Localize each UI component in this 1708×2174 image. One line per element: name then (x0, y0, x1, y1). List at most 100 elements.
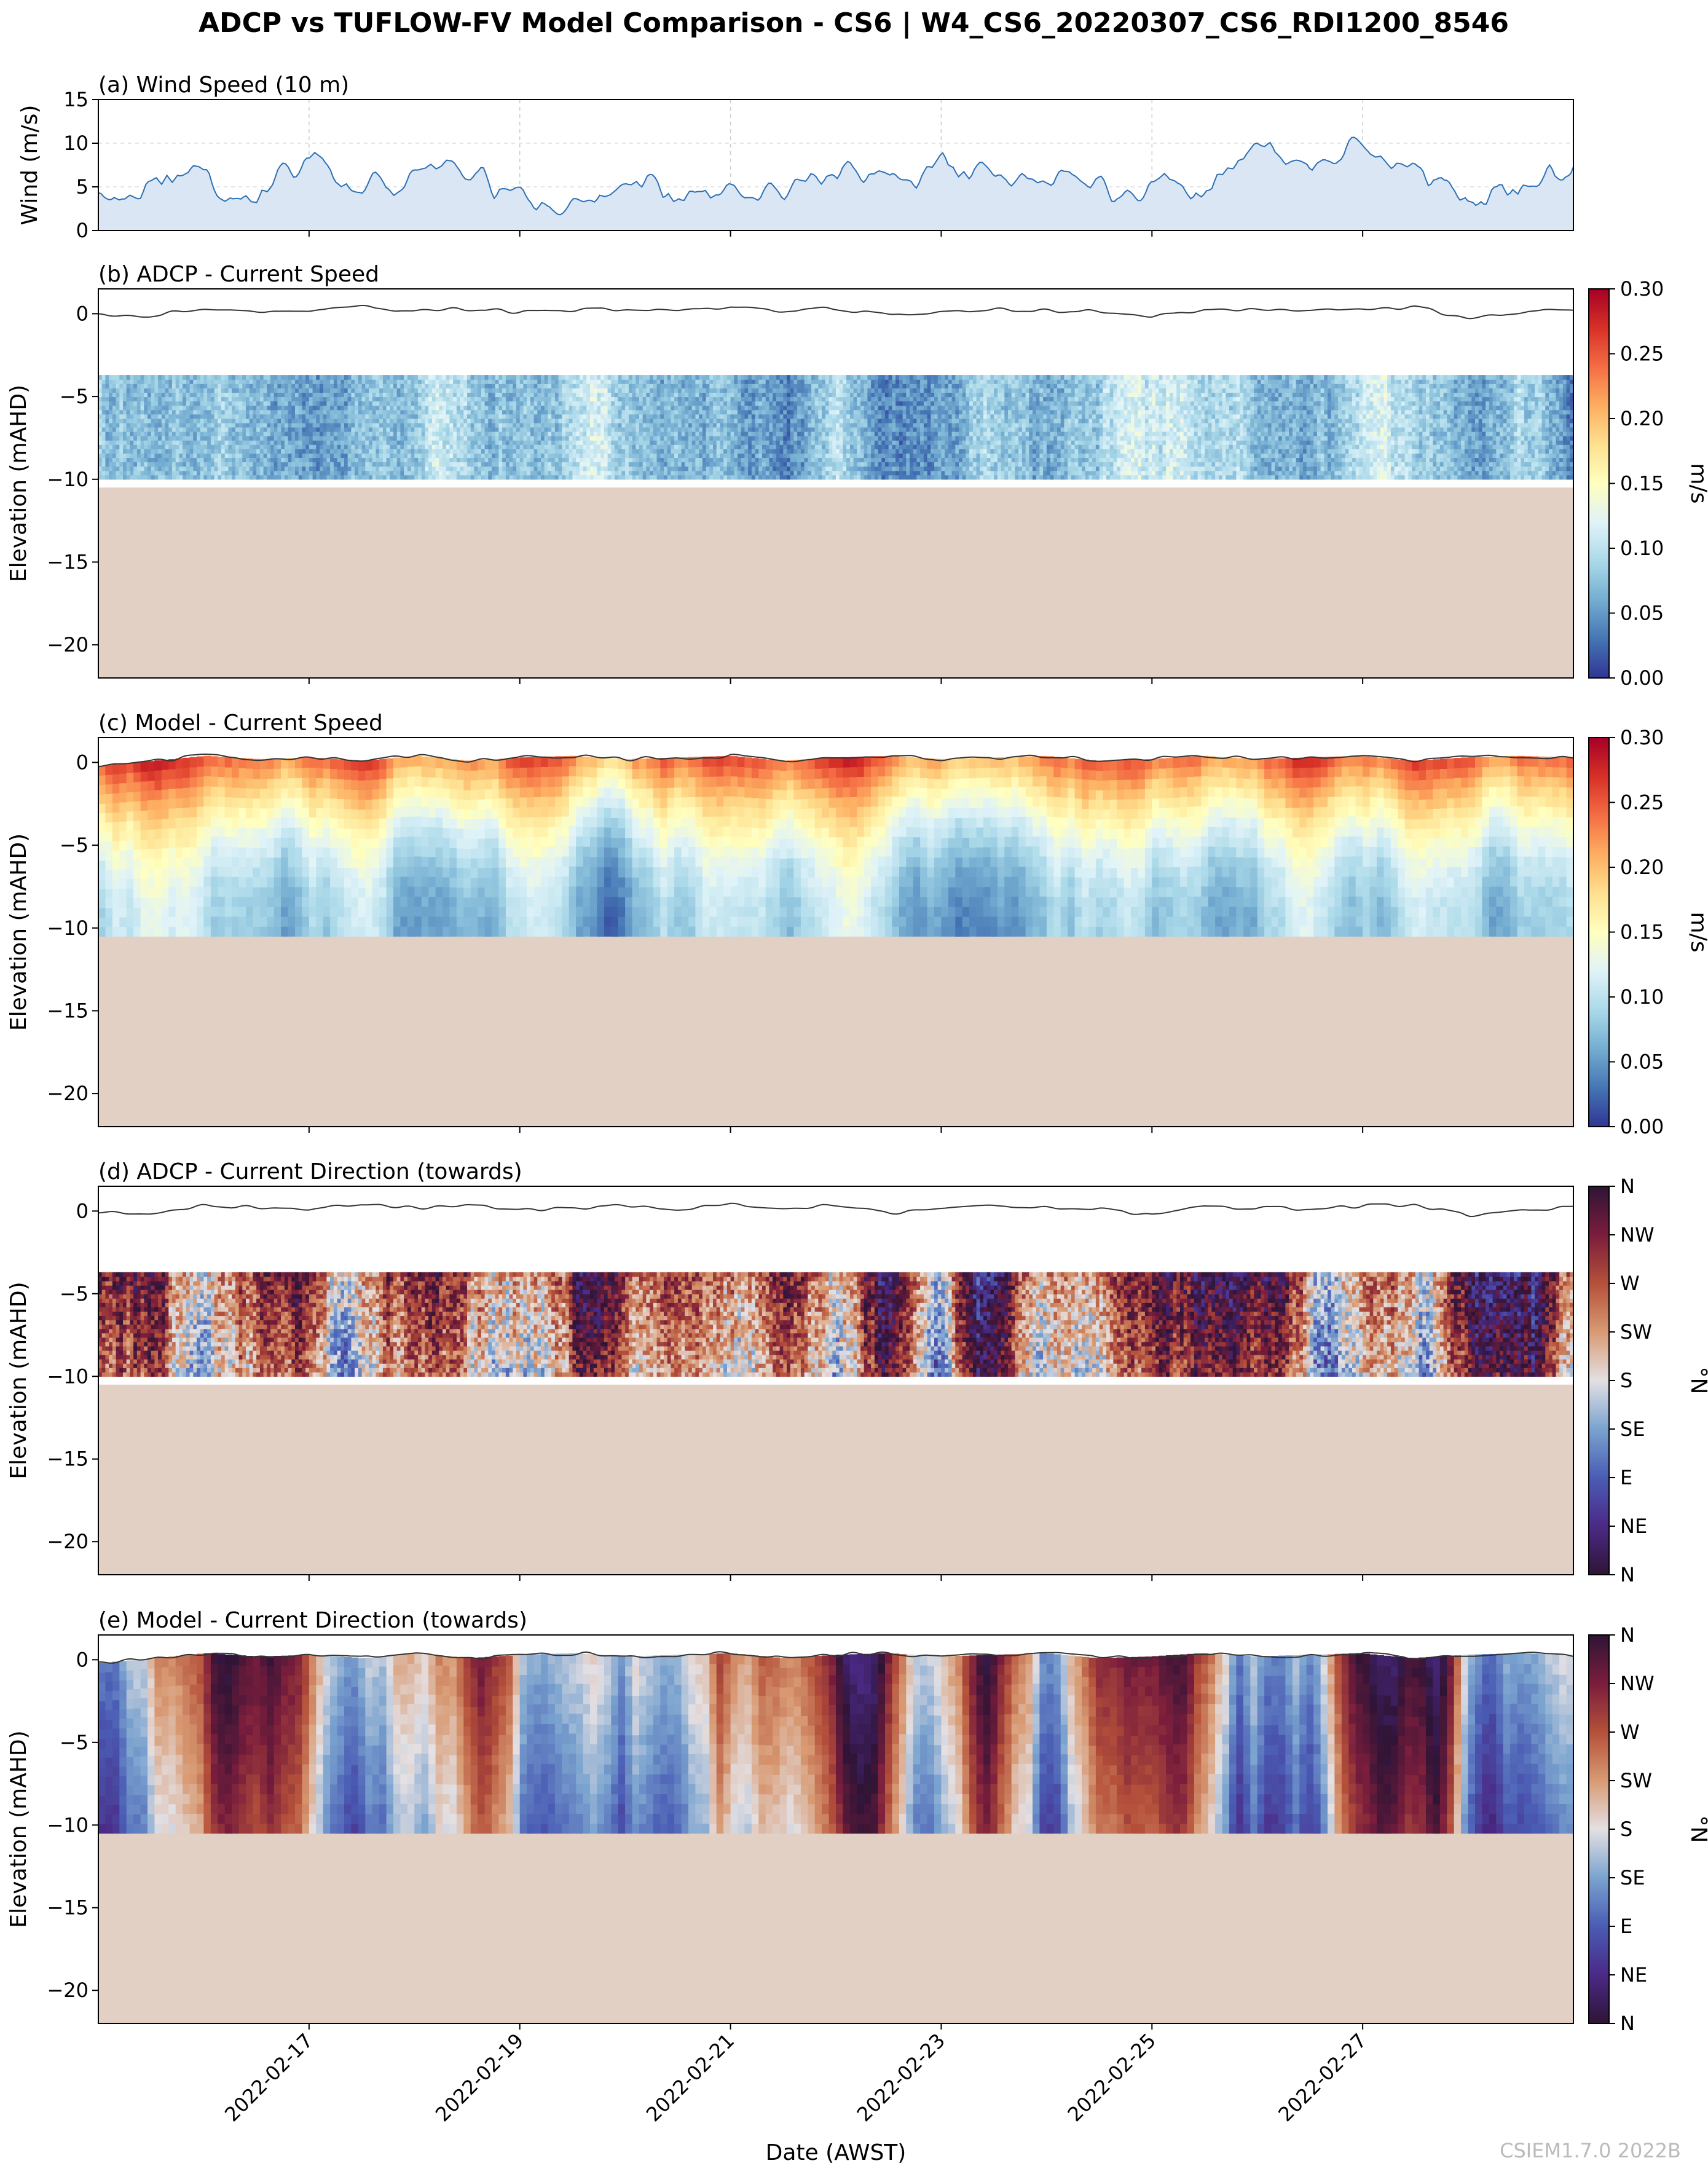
colorbar-tick-label: NE (1620, 1963, 1647, 1987)
x-tick-label: 2022-02-21 (642, 2029, 739, 2126)
plot-area-a (98, 100, 1573, 230)
y-tick-label: −5 (60, 833, 89, 857)
colorbar-tick-label: N (1620, 1623, 1635, 1647)
colorbar-tick-label: SE (1620, 1866, 1645, 1889)
axes-frame-e (98, 1634, 1574, 2024)
plot-area-c (98, 753, 1573, 1127)
colorbar-gradient (1588, 1186, 1610, 1575)
x-tick-label: 2022-02-27 (1273, 2029, 1371, 2126)
y-tick-label: −20 (47, 1082, 89, 1105)
x-axis-label: Date (AWST) (766, 2140, 907, 2165)
y-axis-label-e: Elevation (mAHD) (6, 1730, 31, 1928)
y-tick-label: 0 (76, 302, 89, 325)
colorbar-tick-label: SE (1620, 1417, 1645, 1441)
y-tick-label: 0 (76, 1199, 89, 1223)
colorbar-tick-label: S (1620, 1818, 1632, 1841)
water-surface-line (98, 1202, 1573, 1218)
colorbar-tick-label: SW (1620, 1769, 1652, 1792)
y-tick-label: 10 (63, 132, 89, 155)
seabed (98, 936, 1573, 1127)
subplot-title-e: (e) Model - Current Direction (towards) (98, 1608, 527, 1633)
colorbar-label: m/s (1686, 912, 1708, 953)
colorbar-gradient (1588, 1634, 1610, 2024)
colorbar-tick-label: 0.05 (1620, 1050, 1664, 1074)
subplot-title-c: (c) Model - Current Speed (98, 711, 383, 736)
colorbar-tick-label: 0.20 (1620, 407, 1664, 430)
water-surface-line (98, 753, 1573, 768)
colorbar-tick-label: E (1620, 1915, 1632, 1938)
y-tick-label: −10 (47, 916, 89, 940)
x-tick-label: 2022-02-23 (852, 2029, 950, 2126)
colorbar-tick-label: NE (1620, 1514, 1647, 1538)
colorbar-tick-label: 0.15 (1620, 921, 1664, 944)
panels: (a) Wind Speed (10 m) Wind (m/s) 0 5 10 15 (b)… (6, 73, 1708, 2035)
colorbar-tick-label: S (1620, 1369, 1632, 1392)
y-axis-label-c: Elevation (mAHD) (6, 833, 31, 1031)
plot-area-b (98, 305, 1573, 678)
plot-area-d (98, 1202, 1573, 1575)
colorbar-label: °N (1686, 1367, 1708, 1395)
seabed (98, 487, 1573, 678)
y-tick-label: −10 (47, 1365, 89, 1388)
seabed (98, 1384, 1573, 1575)
colorbar-tick-label: 0.00 (1620, 1115, 1664, 1138)
colorbar-tick-label: 0.30 (1620, 726, 1664, 749)
axes-frame-a (98, 99, 1574, 231)
colorbar-tick-label: N (1620, 2012, 1635, 2035)
y-tick-label: −15 (47, 1447, 89, 1471)
colorbar-label: m/s (1686, 463, 1708, 504)
wind-area (98, 137, 1573, 230)
colorbar-tick-label: W (1620, 1720, 1640, 1744)
heatmap-b (98, 375, 1573, 480)
y-axis-label-d: Elevation (mAHD) (6, 1282, 31, 1479)
y-tick-label: −10 (47, 1813, 89, 1837)
y-tick-label: −20 (47, 1979, 89, 2002)
colorbar-tick-label: 0.15 (1620, 472, 1664, 495)
plot-area-e (98, 1651, 1573, 2023)
colorbar-gradient (1588, 737, 1610, 1127)
subplot-title-b: (b) ADCP - Current Speed (98, 262, 379, 287)
y-tick-label: −20 (47, 633, 89, 656)
subplot-title-a: (a) Wind Speed (10 m) (98, 73, 349, 98)
water-surface-line (98, 1651, 1573, 1664)
axes-frame-b (98, 288, 1574, 679)
y-tick-label: −10 (47, 468, 89, 491)
panel-e: (e) Model - Current Direction (towards) E… (6, 1608, 1708, 2035)
colorbar-d: N NE E SE S SW W NW N °N (1588, 1175, 1708, 1586)
water-surface-line (98, 305, 1573, 320)
subplot-title-d: (d) ADCP - Current Direction (towards) (98, 1159, 522, 1184)
colorbar-e: N NE E SE S SW W NW N °N (1588, 1623, 1708, 2035)
watermark: CSIEM1.7.0 2022B (1500, 2139, 1681, 2162)
y-tick-label: −5 (60, 1282, 89, 1306)
y-axis-label-b: Elevation (mAHD) (6, 385, 31, 582)
colorbar-tick-label: 0.00 (1620, 666, 1664, 690)
colorbar-tick-label: 0.25 (1620, 342, 1664, 366)
y-tick-label: 0 (76, 219, 89, 242)
y-axis-label-a: Wind (m/s) (17, 105, 42, 226)
axes-frame-d (98, 1186, 1574, 1575)
colorbar-tick-label: 0.20 (1620, 856, 1664, 879)
wind-line (98, 136, 1573, 216)
panel-b: (b) ADCP - Current Speed Elevation (mAHD)… (6, 262, 1708, 690)
seabed (98, 1833, 1573, 2023)
colorbar-tick-label: NW (1620, 1223, 1655, 1247)
colorbar-tick-label: 0.10 (1620, 537, 1664, 560)
x-tick-label: 2022-02-17 (220, 2029, 317, 2126)
colorbar-tick-label: NW (1620, 1672, 1655, 1695)
y-tick-label: −15 (47, 1896, 89, 1920)
colorbar-tick-label: W (1620, 1272, 1640, 1295)
figure-title: ADCP vs TUFLOW-FV Model Comparison - CS6… (199, 7, 1509, 39)
colorbar-tick-label: 0.10 (1620, 985, 1664, 1009)
heatmap-c (98, 755, 1573, 937)
heatmap-d (98, 1272, 1573, 1377)
panel-a: (a) Wind Speed (10 m) Wind (m/s) 0 5 10 15 (17, 73, 1574, 242)
panel-c: (c) Model - Current Speed Elevation (mAHD… (6, 711, 1708, 1138)
colorbar-gradient (1588, 288, 1610, 679)
y-tick-label: 0 (76, 1648, 89, 1671)
y-tick-label: 5 (76, 175, 89, 199)
x-tick-label: 2022-02-25 (1063, 2029, 1160, 2126)
colorbar-tick-label: N (1620, 1563, 1635, 1586)
colorbar-tick-label: SW (1620, 1320, 1652, 1344)
